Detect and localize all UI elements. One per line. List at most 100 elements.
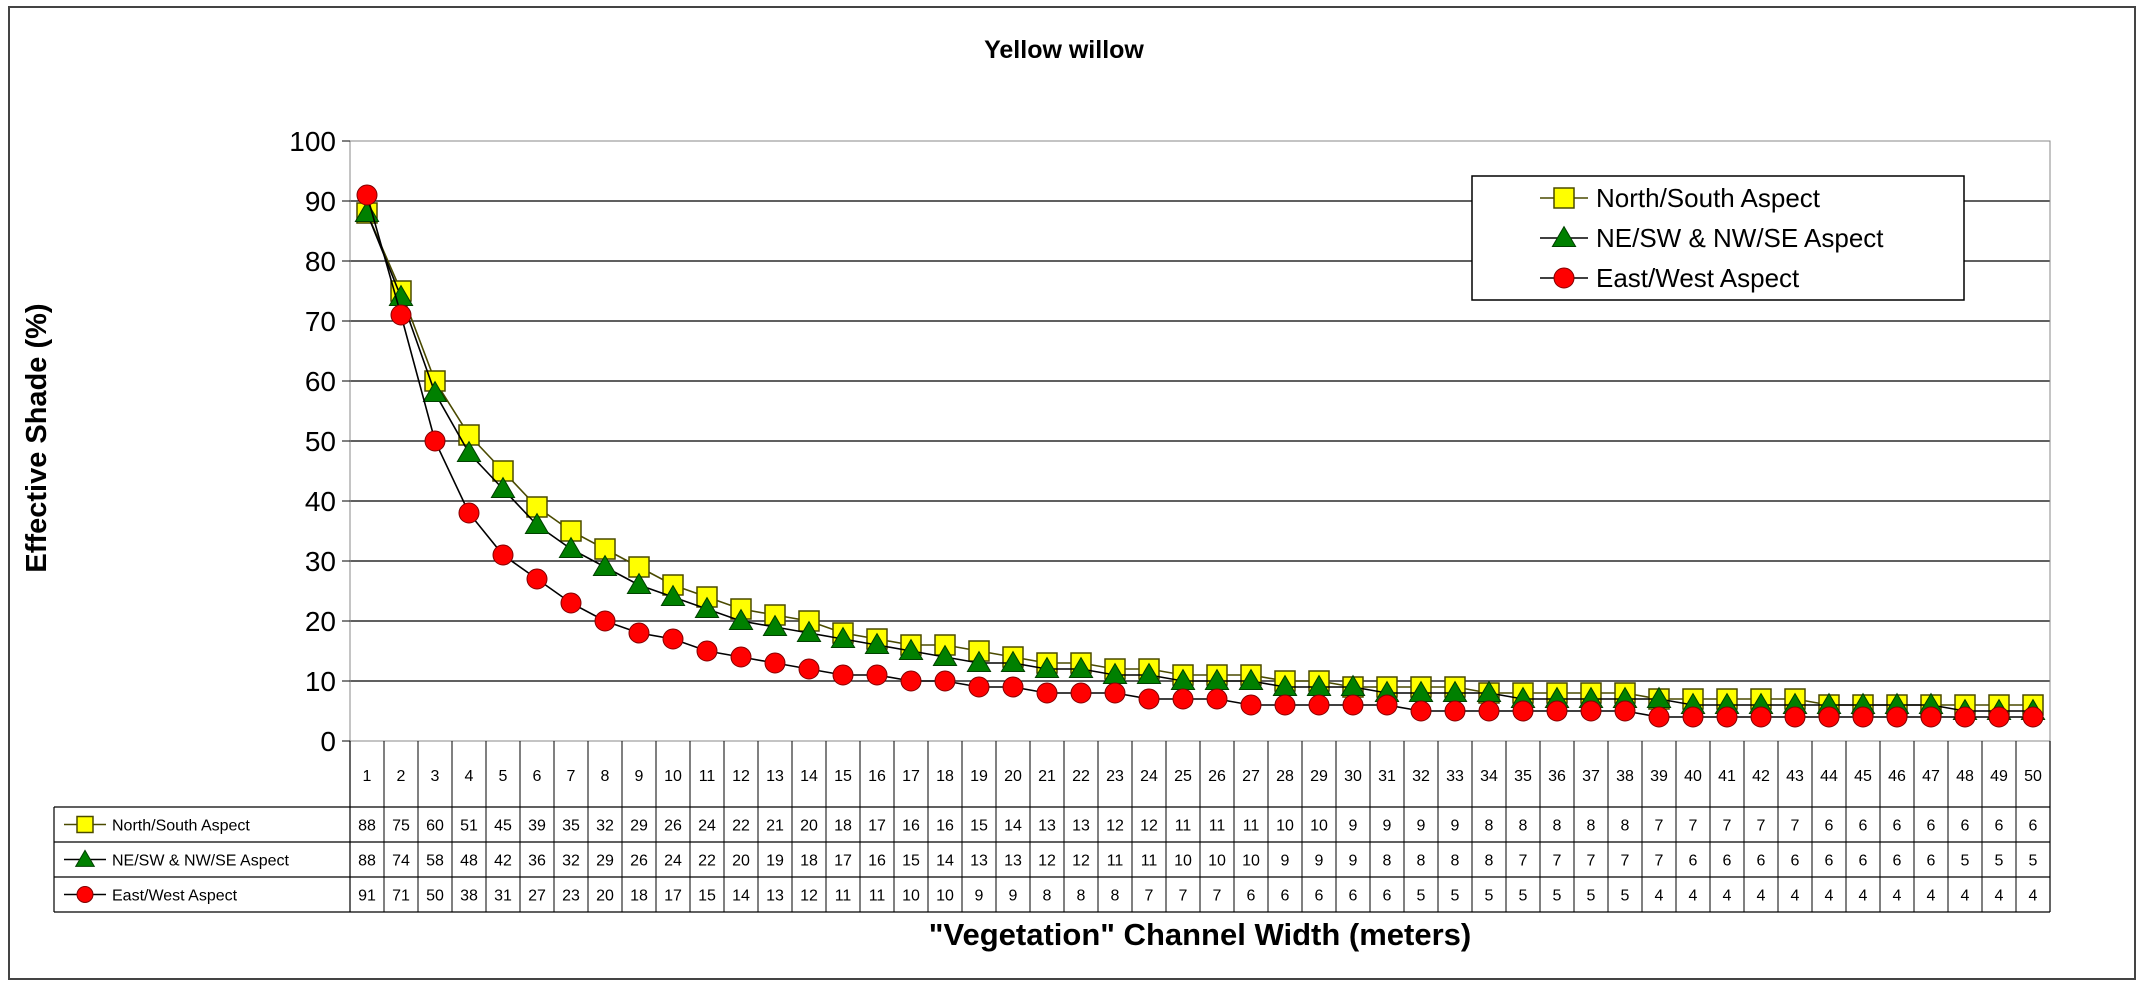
table-cell: 8 [1077, 888, 1086, 905]
data-point [1274, 694, 1296, 716]
table-cell: 13 [1072, 818, 1090, 835]
y-axis-ticks: 0 10 20 30 40 50 60 70 80 90 100 [289, 126, 350, 757]
x-tick-label: 6 [533, 768, 542, 785]
x-tick-label: 14 [800, 768, 818, 785]
table-cell: 10 [1174, 853, 1192, 870]
data-point [490, 476, 516, 499]
data-point [832, 664, 854, 686]
table-cell: 10 [936, 888, 954, 905]
legend-marker [1553, 267, 1575, 289]
table-cell: 4 [1961, 888, 1970, 905]
table-cell: 31 [494, 888, 512, 905]
table-cell: 9 [975, 888, 984, 905]
table-cell: 4 [1689, 888, 1698, 905]
table-cell: 36 [528, 853, 546, 870]
table-cell: 6 [1349, 888, 1358, 905]
x-tick-label: 31 [1378, 768, 1396, 785]
y-tick-label: 0 [320, 726, 336, 757]
table-cell: 11 [1209, 818, 1226, 835]
table-legend-marker [76, 815, 94, 834]
table-cell: 4 [1893, 888, 1902, 905]
table-cell: 20 [800, 818, 818, 835]
x-tick-label: 34 [1480, 768, 1498, 785]
table-cell: 8 [1111, 888, 1120, 905]
legend-label: East/West Aspect [1596, 263, 1800, 293]
table-cell: 32 [562, 853, 580, 870]
table-cell: 11 [835, 888, 852, 905]
data-point [1138, 688, 1160, 710]
table-cell: 7 [1519, 853, 1528, 870]
data-point [900, 670, 922, 692]
table-cell: 9 [1451, 818, 1460, 835]
table-cell: 4 [1791, 888, 1800, 905]
table-cell: 6 [1893, 818, 1902, 835]
x-tick-label: 39 [1650, 768, 1668, 785]
data-point [1580, 700, 1602, 722]
table-cell: 26 [630, 853, 648, 870]
x-tick-label: 47 [1922, 768, 1940, 785]
table-cell: 6 [1723, 853, 1732, 870]
table-cell: 7 [1553, 853, 1562, 870]
data-point [1002, 676, 1024, 698]
table-cell: 13 [1004, 853, 1022, 870]
table-cell: 7 [1179, 888, 1188, 905]
x-tick-label: 19 [970, 768, 988, 785]
x-tick-label: 42 [1752, 768, 1770, 785]
table-cell: 6 [1757, 853, 1766, 870]
table-cell: 24 [664, 853, 682, 870]
table-cell: 20 [596, 888, 614, 905]
table-cell: 5 [1451, 888, 1460, 905]
table-cell: 4 [1859, 888, 1868, 905]
data-point [798, 658, 820, 680]
data-point [594, 610, 616, 632]
table-cell: 13 [970, 853, 988, 870]
table-cell: 88 [358, 853, 376, 870]
table-legend-marker [74, 849, 96, 867]
table-cell: 15 [970, 818, 988, 835]
data-point [1784, 706, 1806, 728]
y-tick-label: 20 [305, 606, 336, 637]
x-tick-label: 20 [1004, 768, 1022, 785]
table-cell: 24 [698, 818, 716, 835]
table-cell: 88 [358, 818, 376, 835]
data-point [626, 572, 652, 595]
table-cell: 16 [902, 818, 920, 835]
table-cell: 18 [800, 853, 818, 870]
table-cell: 5 [1553, 888, 1562, 905]
x-tick-label: 38 [1616, 768, 1634, 785]
table-cell: 91 [358, 888, 376, 905]
table-cell: 8 [1553, 818, 1562, 835]
table-cell: 6 [1927, 818, 1936, 835]
table-cell: 8 [1621, 818, 1630, 835]
x-tick-label: 7 [567, 768, 576, 785]
table-cell: 6 [1281, 888, 1290, 905]
table-cell: 5 [1519, 888, 1528, 905]
table-cell: 26 [664, 818, 682, 835]
table-cell: 71 [392, 888, 410, 905]
data-point [424, 430, 446, 452]
table-cell: 7 [1587, 853, 1596, 870]
table-cell: 35 [562, 818, 580, 835]
x-tick-label: 16 [868, 768, 886, 785]
table-cell: 58 [426, 853, 444, 870]
table-cell: 6 [1825, 818, 1834, 835]
data-point [968, 676, 990, 698]
table-cell: 7 [1689, 818, 1698, 835]
data-point [694, 596, 720, 619]
table-cell: 42 [494, 853, 512, 870]
chart-title: Yellow willow [984, 36, 1144, 64]
legend-marker [1553, 187, 1575, 209]
y-tick-label: 50 [305, 426, 336, 457]
table-cell: 6 [1961, 818, 1970, 835]
data-point [1240, 694, 1262, 716]
data-point [696, 640, 718, 662]
table-cell: 29 [596, 853, 614, 870]
x-tick-label: 45 [1854, 768, 1872, 785]
x-tick-label: 12 [732, 768, 750, 785]
table-row-label: East/West Aspect [112, 888, 238, 905]
table-row-label: North/South Aspect [112, 818, 250, 835]
table-cell: 5 [1485, 888, 1494, 905]
data-point [1308, 694, 1330, 716]
table-cell: 18 [834, 818, 852, 835]
data-point [458, 502, 480, 524]
